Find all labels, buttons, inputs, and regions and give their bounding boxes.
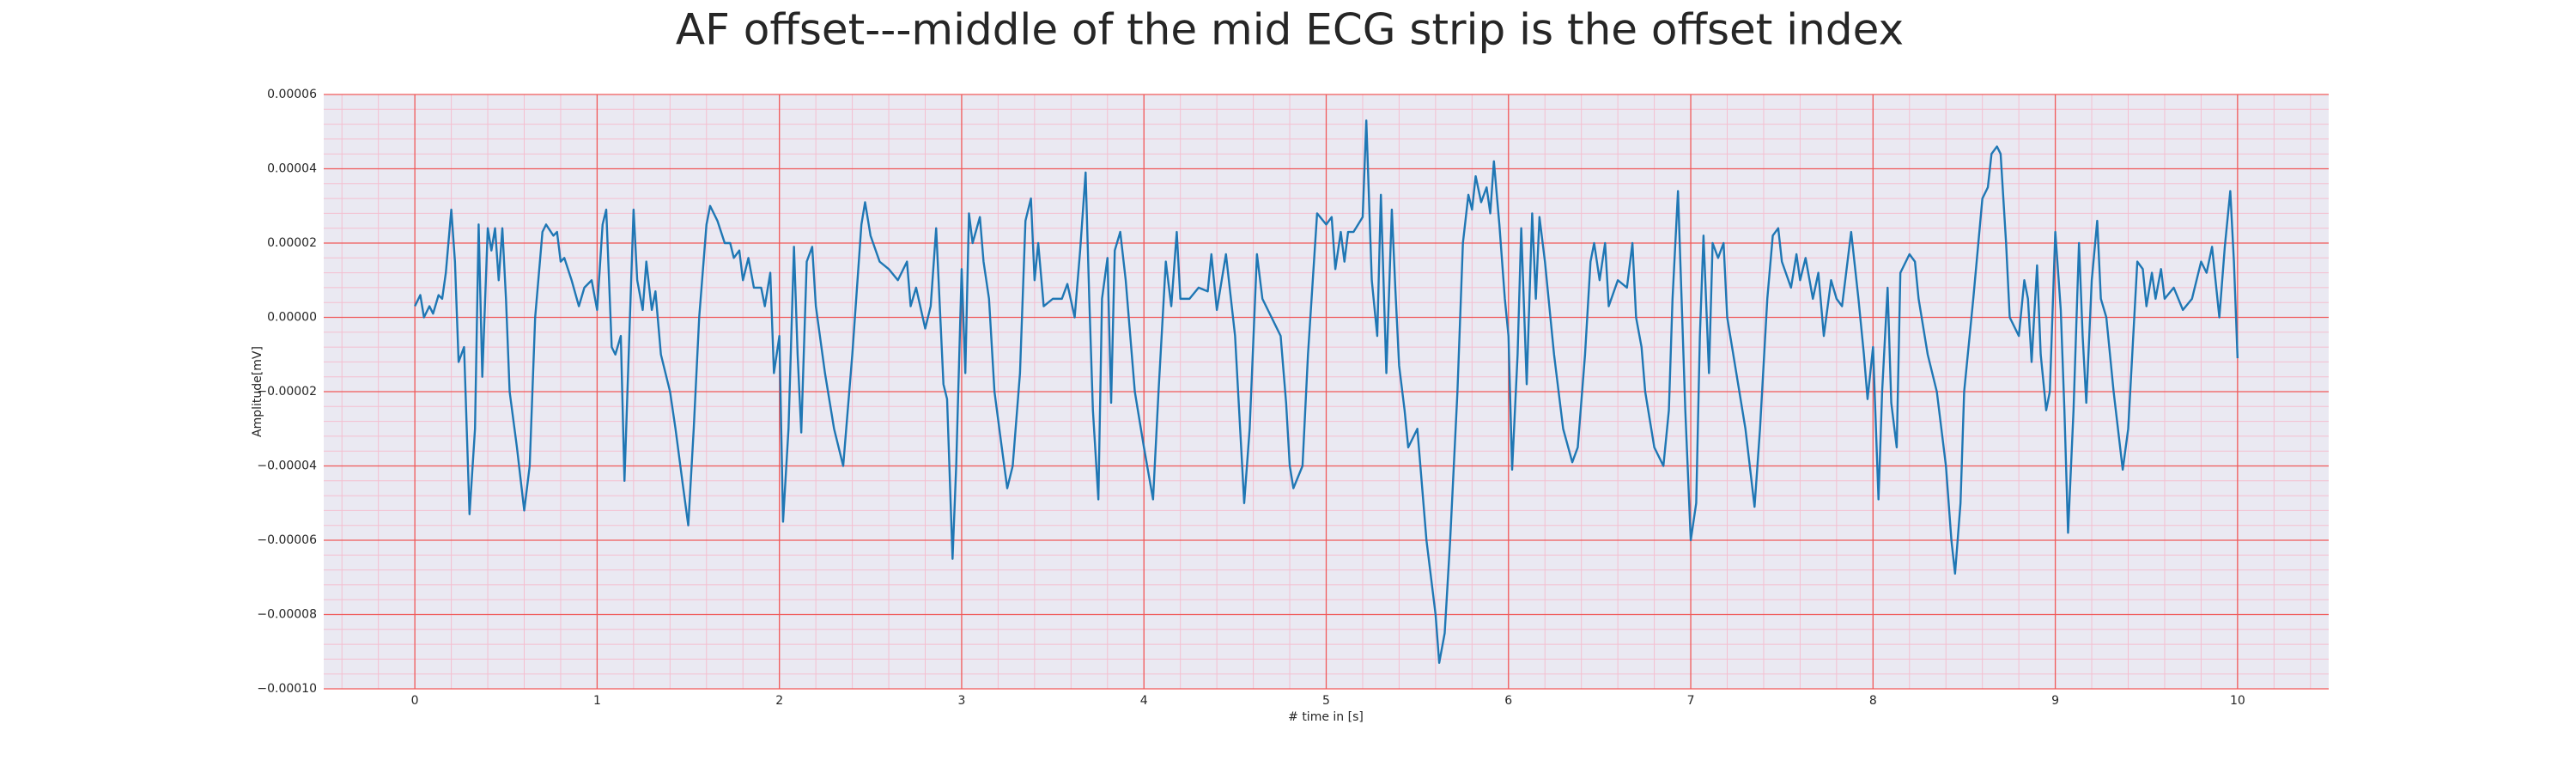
y-tick-label: −0.00006 xyxy=(257,533,317,547)
y-tick-label: −0.00002 xyxy=(257,385,317,399)
x-tick-label: 3 xyxy=(957,694,965,708)
x-tick-label: 2 xyxy=(775,694,783,708)
x-tick-label: 5 xyxy=(1322,694,1330,708)
x-axis-label: # time in [s] xyxy=(1288,710,1364,724)
x-tick-label: 1 xyxy=(593,694,601,708)
x-tick-label: 6 xyxy=(1504,694,1512,708)
x-tick-label: 4 xyxy=(1140,694,1148,708)
chart-title: AF offset---middle of the mid ECG strip … xyxy=(676,5,1904,55)
y-tick-label: −0.00004 xyxy=(257,460,317,473)
y-axis-label: Amplitude[mV] xyxy=(251,346,264,437)
y-tick-label: 0.00000 xyxy=(267,311,317,325)
y-tick-label: 0.00002 xyxy=(267,236,317,250)
x-tick-label: 9 xyxy=(2051,694,2059,708)
y-tick-label: 0.00004 xyxy=(267,162,317,176)
x-tick-label: 10 xyxy=(2230,694,2245,708)
y-tick-label: −0.00008 xyxy=(257,608,317,622)
x-tick-label: 0 xyxy=(411,694,419,708)
x-tick-label: 8 xyxy=(1869,694,1877,708)
x-tick-label: 7 xyxy=(1687,694,1695,708)
y-tick-label: 0.00006 xyxy=(267,88,317,101)
ecg-line xyxy=(414,119,2239,664)
y-tick-label: −0.00010 xyxy=(257,682,317,696)
